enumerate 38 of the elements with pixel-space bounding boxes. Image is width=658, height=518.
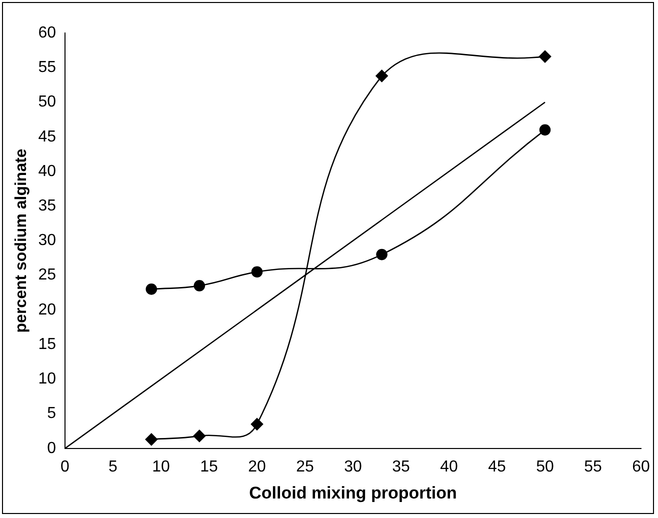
x-tick-label: 60 [632, 458, 650, 476]
x-tick-label: 15 [200, 458, 218, 476]
point [376, 70, 388, 82]
y-tick-label: 15 [38, 336, 56, 353]
y-tick-label: 0 [47, 440, 56, 457]
y-axis-title: percent sodium alginate [13, 148, 30, 333]
x-tick-label: 25 [296, 458, 314, 476]
x-tick-label: 50 [536, 458, 554, 476]
y-tick-label: 25 [38, 266, 56, 284]
y-tick-label: 35 [38, 197, 56, 214]
point [194, 280, 206, 292]
point [251, 266, 263, 278]
x-tick-label: 10 [152, 458, 170, 476]
x-tick-label: 40 [440, 458, 458, 476]
y-tick-label: 50 [38, 94, 56, 111]
x-axis-title: Colloid mixing proportion [249, 483, 457, 502]
point [376, 248, 388, 260]
point [146, 284, 158, 295]
y-tick-label: 55 [38, 59, 56, 76]
x-tick-label: 55 [584, 458, 602, 476]
y-tick-label: 60 [38, 24, 56, 42]
y-tick-label: 40 [38, 162, 56, 180]
x-tick-label: 0 [60, 458, 70, 476]
x-tick-label: 30 [344, 458, 362, 476]
x-tick-label: 5 [108, 458, 118, 476]
point [145, 433, 158, 446]
point [538, 50, 552, 63]
x-tick-label: 35 [392, 458, 410, 476]
y-tick-label: 10 [38, 370, 56, 388]
y-tick-label: 20 [38, 301, 56, 318]
x-tick-label: 45 [488, 458, 506, 476]
point [250, 418, 264, 430]
y-tick-label: 30 [38, 232, 56, 250]
y-tick-label: 45 [38, 128, 56, 146]
point [193, 430, 206, 442]
x-tick-label: 20 [248, 458, 266, 476]
y-tick-label: 5 [47, 405, 56, 422]
point [539, 124, 551, 136]
